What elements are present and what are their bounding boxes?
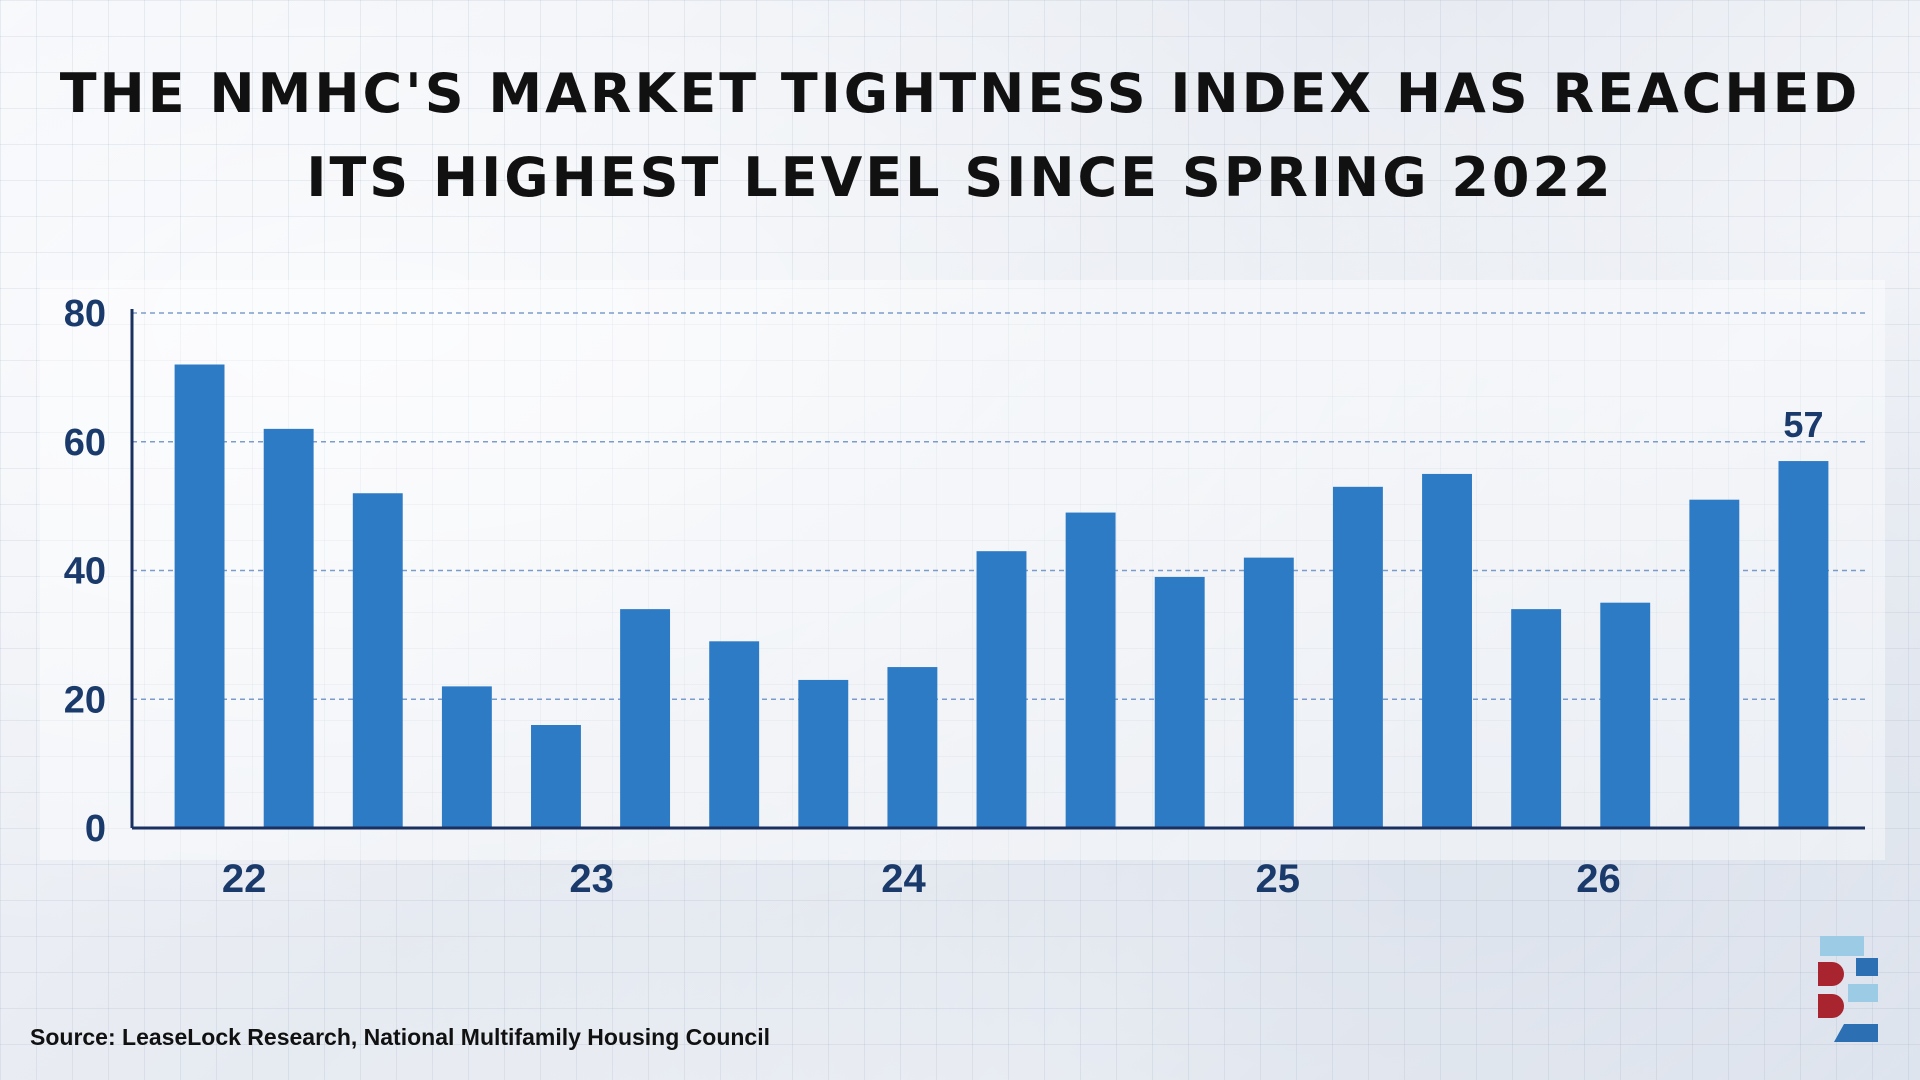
bar — [1243, 557, 1294, 828]
bar — [352, 493, 403, 828]
y-tick-label: 80 — [64, 293, 106, 335]
logo-red-top — [1818, 962, 1844, 986]
chart-title-line-2: ITS HIGHEST LEVEL SINCE SPRING 2022 — [306, 145, 1614, 209]
source-note: Source: LeaseLock Research, National Mul… — [30, 1024, 770, 1050]
bar — [976, 551, 1027, 828]
x-tick-label: 24 — [881, 857, 926, 901]
bar — [531, 725, 581, 828]
bar — [1778, 461, 1829, 828]
bar — [620, 609, 671, 828]
y-tick-label: 0 — [85, 808, 106, 850]
x-tick-label: 23 — [569, 857, 614, 901]
data-label: 57 — [1783, 404, 1823, 445]
logo-red-bottom — [1818, 994, 1844, 1018]
bar — [1065, 512, 1116, 828]
bar — [798, 679, 849, 828]
bar — [1332, 486, 1383, 828]
chart-title-line-1: THE NMHC'S MARKET TIGHTNESS INDEX HAS RE… — [59, 62, 1861, 125]
bar — [1600, 602, 1651, 828]
bar — [1154, 576, 1205, 828]
logo-light-bar-top — [1820, 936, 1864, 956]
y-tick-label: 60 — [64, 422, 106, 464]
logo-light-bar-bottom — [1848, 984, 1878, 1002]
y-tick-label: 20 — [64, 679, 106, 721]
logo-blue-bottom — [1834, 1024, 1878, 1042]
bar — [1511, 609, 1562, 828]
bar — [174, 364, 225, 828]
x-tick-label: 22 — [222, 857, 267, 901]
bar — [1422, 473, 1472, 828]
bar — [441, 686, 492, 828]
y-tick-label: 40 — [64, 551, 106, 593]
x-tick-label: 26 — [1576, 857, 1621, 901]
bar — [1689, 499, 1740, 828]
bar — [263, 428, 314, 828]
bar — [887, 667, 938, 828]
brand-logo-icon — [1818, 936, 1878, 1042]
bar — [709, 641, 760, 828]
chart-title: THE NMHC'S MARKET TIGHTNESS INDEX HAS RE… — [0, 52, 1920, 219]
x-tick-label: 25 — [1255, 857, 1300, 901]
logo-blue-top — [1856, 958, 1878, 976]
